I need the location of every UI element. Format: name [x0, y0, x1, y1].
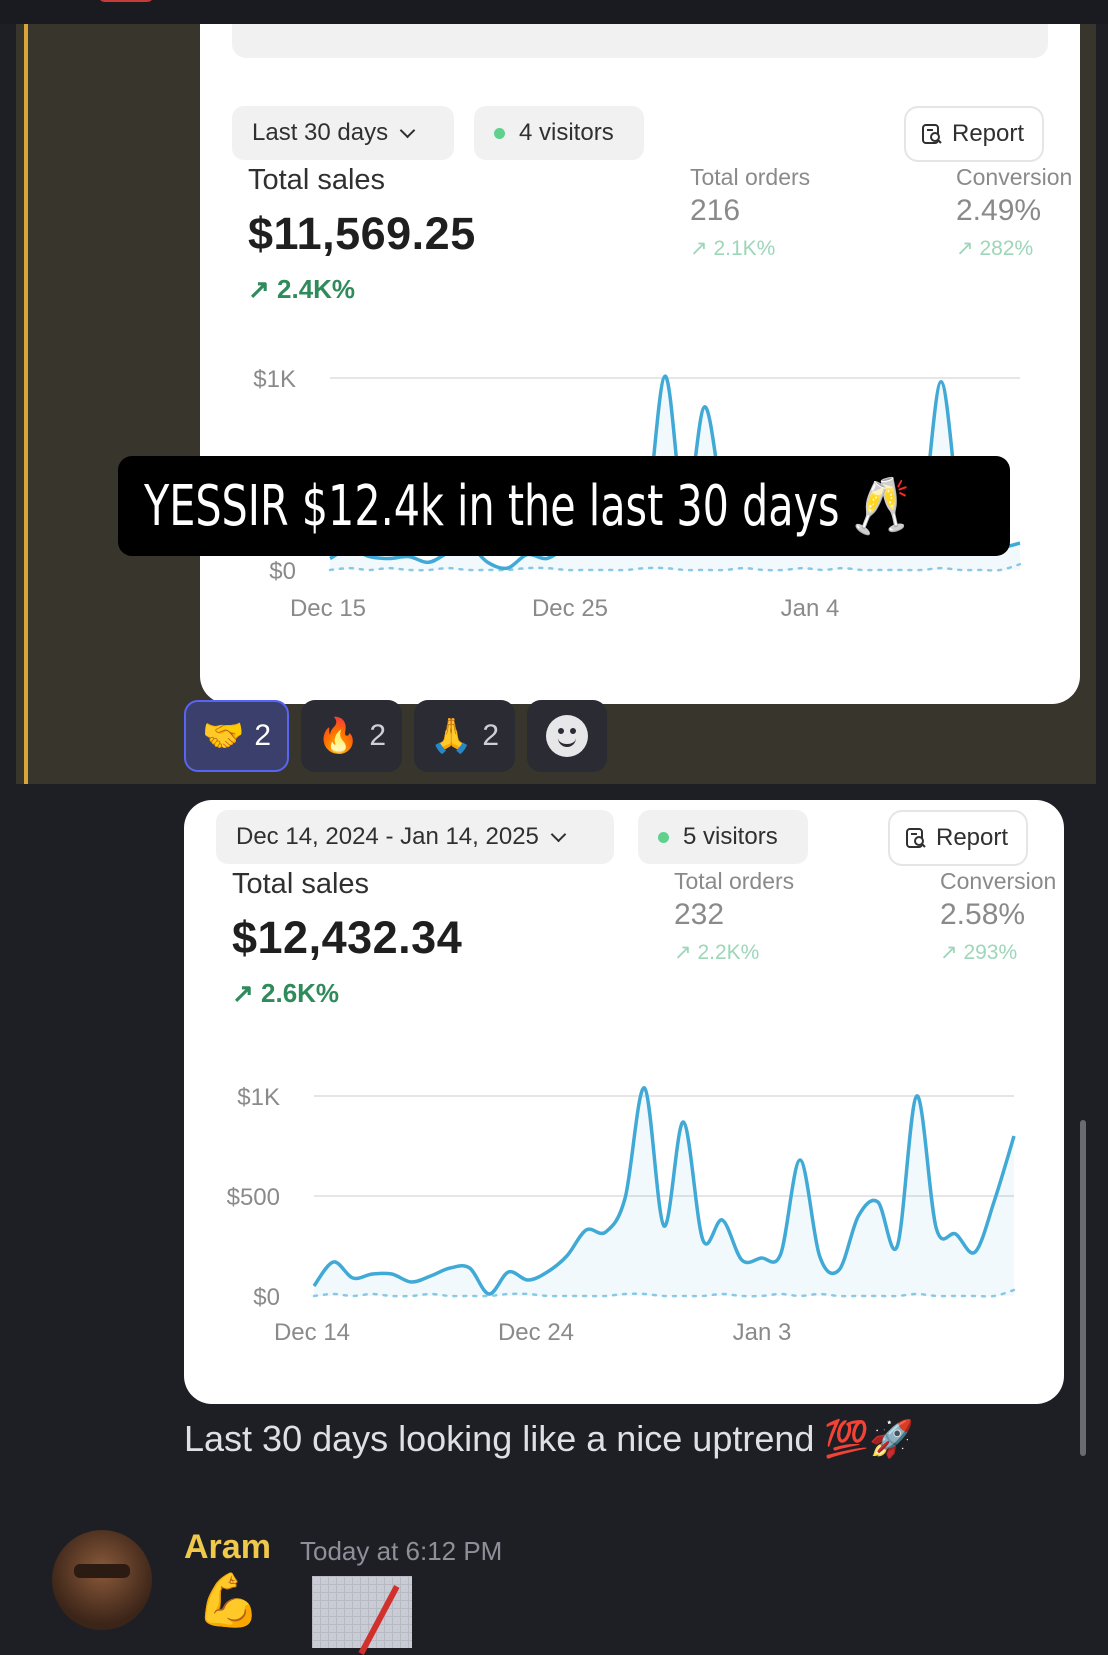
conversion-value: 2.58% [940, 898, 1026, 931]
add-reaction-icon [546, 715, 589, 757]
y-tick-label: $1K [253, 366, 296, 393]
total-sales-value: $11,569.25 [248, 208, 476, 259]
reaction-count: 2 [482, 719, 500, 752]
visitors-chip[interactable]: 5 visitors [638, 810, 808, 864]
top-badge [98, 0, 154, 2]
x-tick-label: Dec 14 [274, 1319, 350, 1346]
x-tick-label: Dec 15 [290, 595, 366, 622]
report-icon [906, 828, 926, 848]
up-arrow-icon: ↗ [674, 941, 698, 964]
fire-icon: 🔥 [317, 717, 360, 755]
reaction-count: 2 [254, 719, 272, 752]
conversion-value: 2.49% [956, 194, 1042, 227]
date-range-label: Dec 14, 2024 - Jan 14, 2025 [236, 823, 539, 850]
message-timestamp: Today at 6:12 PM [300, 1536, 503, 1566]
conversion-label: Conversion [956, 164, 1073, 190]
chart-sticker-image [312, 1576, 412, 1655]
orders-delta: ↗ 2.2K% [674, 941, 760, 964]
sales-chart-1: $0 $1K Dec 15 Dec 25 Jan 4 [253, 366, 1022, 622]
reaction-handshake[interactable]: 🤝 2 [184, 700, 290, 772]
visitors-chip[interactable]: 4 visitors [474, 106, 644, 160]
report-icon [922, 124, 942, 144]
reaction-pray[interactable]: 🙏 2 [414, 700, 516, 772]
up-arrow-icon: ↗ [940, 941, 964, 964]
x-tick-label: Dec 24 [498, 1319, 574, 1346]
conversion-delta: ↗ 293% [940, 941, 1018, 964]
top-strip [0, 0, 1108, 24]
add-reaction-button[interactable] [527, 700, 608, 772]
y-tick-label: $0 [253, 1284, 280, 1311]
visitors-label: 5 visitors [683, 823, 778, 850]
report-label: Report [952, 120, 1025, 147]
scrollbar[interactable] [1080, 1120, 1086, 1456]
up-arrow-icon: ↗ [232, 978, 262, 1008]
total-sales-label: Total sales [232, 868, 370, 900]
total-sales-value: $12,432.34 [232, 912, 463, 963]
y-tick-label: $500 [227, 1184, 280, 1211]
x-tick-label: Jan 3 [733, 1319, 792, 1346]
comparison-series-line [312, 1288, 1016, 1298]
orders-delta: ↗ 2.1K% [690, 237, 776, 260]
live-dot-icon [658, 831, 669, 843]
sales-card-date-range: Dec 14, 2024 - Jan 14, 2025 5 visitors R… [184, 800, 1064, 1404]
mention-bar [24, 24, 28, 784]
up-arrow-icon: ↗ [956, 237, 980, 260]
series-area [314, 1087, 1014, 1296]
date-range-label: Last 30 days [252, 119, 389, 146]
live-dot-icon [494, 127, 505, 139]
report-button[interactable]: Report [888, 810, 1029, 866]
orders-label: Total orders [674, 868, 795, 894]
sales-chart-2: $0 $500 $1K Dec 14 Dec 24 Jan 3 [227, 1084, 1016, 1346]
y-tick-label: $0 [269, 558, 296, 585]
reaction-fire[interactable]: 🔥 2 [301, 700, 403, 772]
series-line [312, 1086, 1016, 1296]
up-arrow-icon: ↗ [690, 237, 714, 260]
message-text: Last 30 days looking like a nice uptrend… [184, 1418, 915, 1459]
orders-value: 216 [690, 194, 741, 227]
handshake-icon: 🤝 [202, 717, 245, 755]
report-label: Report [936, 824, 1009, 851]
orders-value: 232 [674, 898, 725, 931]
video-caption: YESSIR $12.4k in the last 30 days 🥂 [118, 456, 1010, 556]
flexed-biceps-icon: 💪 [196, 1572, 261, 1630]
y-tick-label: $1K [237, 1084, 280, 1111]
highlighted-message: Last 30 days 4 visitors Report Total sal… [16, 24, 1096, 784]
pray-icon: 🙏 [430, 717, 473, 755]
x-tick-label: Jan 4 [781, 595, 840, 622]
date-range-select[interactable]: Dec 14, 2024 - Jan 14, 2025 [216, 810, 614, 864]
reactions-bar: 🤝 2 🔥 2 🙏 2 [184, 700, 608, 772]
visitors-label: 4 visitors [519, 119, 614, 146]
x-tick-label: Dec 25 [532, 595, 608, 622]
report-button[interactable]: Report [904, 106, 1045, 162]
conversion-delta: ↗ 282% [956, 237, 1034, 260]
author-name[interactable]: Aram [184, 1528, 271, 1566]
card-top-box [232, 24, 1048, 58]
total-sales-label: Total sales [248, 164, 386, 196]
avatar[interactable] [52, 1530, 152, 1630]
up-arrow-icon: ↗ [248, 274, 278, 304]
total-sales-delta: ↗ 2.4K% [248, 274, 356, 304]
orders-label: Total orders [690, 164, 811, 190]
date-range-select[interactable]: Last 30 days [232, 106, 454, 160]
conversion-label: Conversion [940, 868, 1057, 894]
reaction-count: 2 [369, 719, 387, 752]
sales-card-30-days: Last 30 days 4 visitors Report Total sal… [200, 24, 1080, 704]
total-sales-delta: ↗ 2.6K% [232, 978, 340, 1008]
